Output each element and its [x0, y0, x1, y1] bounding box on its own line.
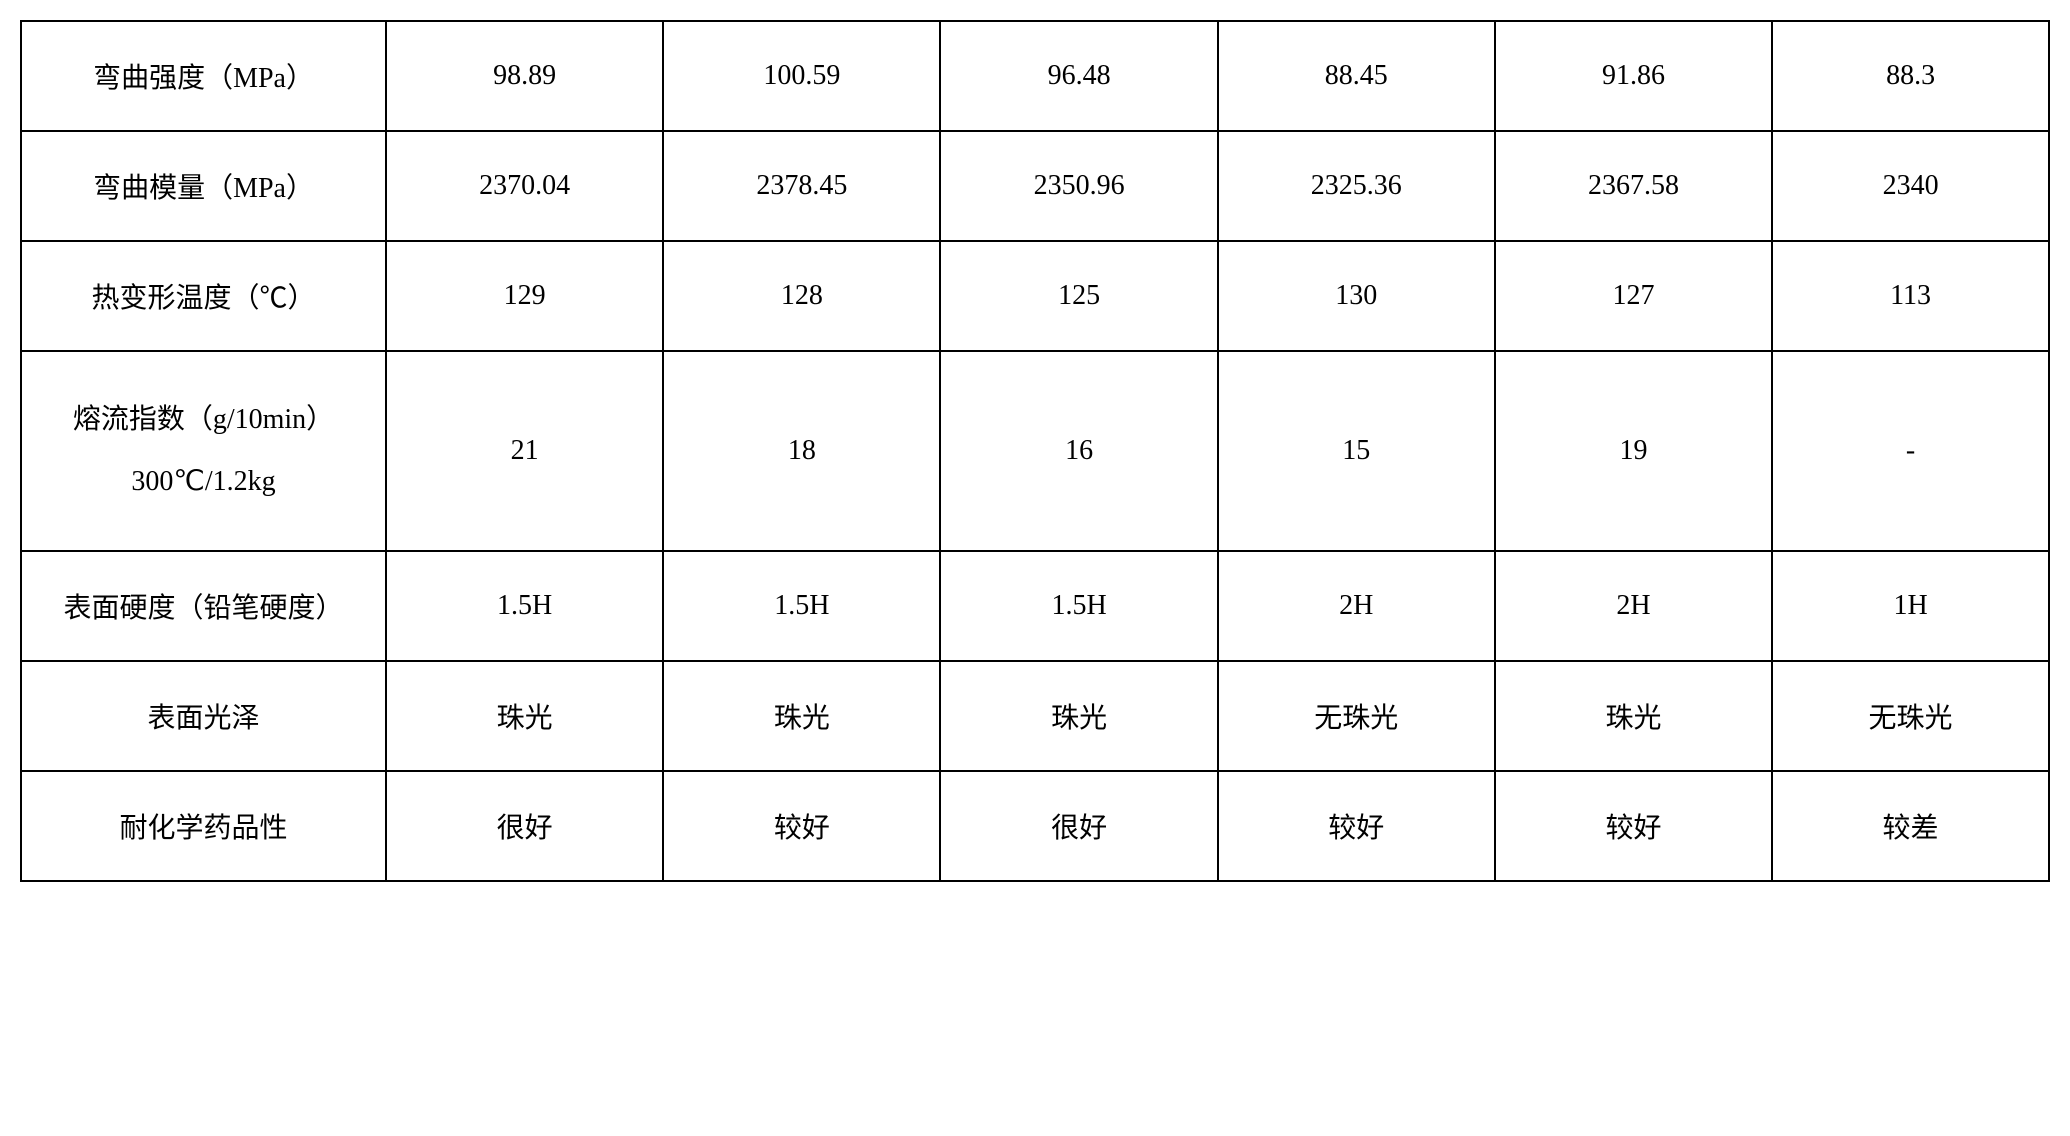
data-cell: 很好	[386, 771, 663, 881]
data-cell: 较好	[1218, 771, 1495, 881]
data-cell: 127	[1495, 241, 1772, 351]
label-line-1: 熔流指数（g/10min）	[26, 389, 381, 451]
row-label: 弯曲模量（MPa）	[21, 131, 386, 241]
data-cell: 较好	[663, 771, 940, 881]
data-cell: 珠光	[1495, 661, 1772, 771]
data-cell: 很好	[940, 771, 1217, 881]
data-cell: 2378.45	[663, 131, 940, 241]
data-cell: 128	[663, 241, 940, 351]
data-cell: 2370.04	[386, 131, 663, 241]
data-cell: 2367.58	[1495, 131, 1772, 241]
data-cell: 91.86	[1495, 21, 1772, 131]
data-cell: 15	[1218, 351, 1495, 551]
row-label: 表面硬度（铅笔硬度）	[21, 551, 386, 661]
data-cell: 2340	[1772, 131, 2049, 241]
data-cell: 较差	[1772, 771, 2049, 881]
table-row: 热变形温度（℃） 129 128 125 130 127 113	[21, 241, 2049, 351]
row-label: 热变形温度（℃）	[21, 241, 386, 351]
data-cell: 珠光	[386, 661, 663, 771]
data-cell: 130	[1218, 241, 1495, 351]
data-cell: 2H	[1495, 551, 1772, 661]
data-cell: 1.5H	[386, 551, 663, 661]
data-cell: 129	[386, 241, 663, 351]
data-cell: 1.5H	[940, 551, 1217, 661]
data-cell: -	[1772, 351, 2049, 551]
row-label: 表面光泽	[21, 661, 386, 771]
data-cell: 珠光	[940, 661, 1217, 771]
table-row: 弯曲模量（MPa） 2370.04 2378.45 2350.96 2325.3…	[21, 131, 2049, 241]
table-row: 表面光泽 珠光 珠光 珠光 无珠光 珠光 无珠光	[21, 661, 2049, 771]
data-cell: 19	[1495, 351, 1772, 551]
data-cell: 2H	[1218, 551, 1495, 661]
data-cell: 珠光	[663, 661, 940, 771]
data-cell: 100.59	[663, 21, 940, 131]
properties-table: 弯曲强度（MPa） 98.89 100.59 96.48 88.45 91.86…	[20, 20, 2050, 882]
data-cell: 较好	[1495, 771, 1772, 881]
data-cell: 16	[940, 351, 1217, 551]
row-label: 耐化学药品性	[21, 771, 386, 881]
data-cell: 2325.36	[1218, 131, 1495, 241]
data-cell: 88.3	[1772, 21, 2049, 131]
data-cell: 88.45	[1218, 21, 1495, 131]
table-body: 弯曲强度（MPa） 98.89 100.59 96.48 88.45 91.86…	[21, 21, 2049, 881]
data-cell: 96.48	[940, 21, 1217, 131]
data-cell: 98.89	[386, 21, 663, 131]
data-cell: 1.5H	[663, 551, 940, 661]
data-cell: 无珠光	[1218, 661, 1495, 771]
data-cell: 2350.96	[940, 131, 1217, 241]
row-label-multiline: 熔流指数（g/10min） 300℃/1.2kg	[21, 351, 386, 551]
data-cell: 125	[940, 241, 1217, 351]
data-cell: 无珠光	[1772, 661, 2049, 771]
data-cell: 113	[1772, 241, 2049, 351]
table-row: 表面硬度（铅笔硬度） 1.5H 1.5H 1.5H 2H 2H 1H	[21, 551, 2049, 661]
data-cell: 21	[386, 351, 663, 551]
table-row: 弯曲强度（MPa） 98.89 100.59 96.48 88.45 91.86…	[21, 21, 2049, 131]
label-line-2: 300℃/1.2kg	[26, 451, 381, 513]
data-cell: 1H	[1772, 551, 2049, 661]
table-row: 耐化学药品性 很好 较好 很好 较好 较好 较差	[21, 771, 2049, 881]
row-label: 弯曲强度（MPa）	[21, 21, 386, 131]
data-cell: 18	[663, 351, 940, 551]
table-row: 熔流指数（g/10min） 300℃/1.2kg 21 18 16 15 19 …	[21, 351, 2049, 551]
